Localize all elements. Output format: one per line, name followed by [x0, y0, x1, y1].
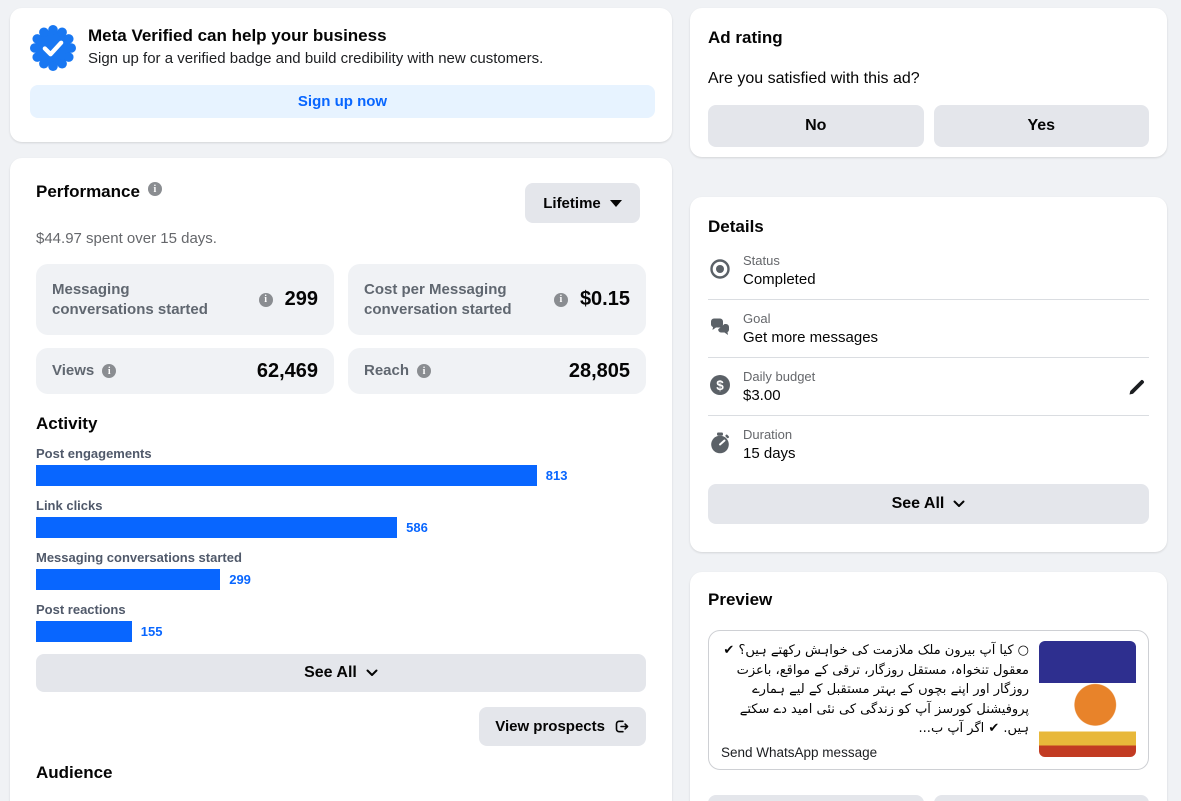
- bar-label: Post engagements: [36, 446, 152, 461]
- performance-card: Lifetime Performance i $44.97 spent over…: [10, 158, 672, 801]
- bar-post-engagements: [36, 465, 537, 486]
- spent-summary: $44.97 spent over 15 days.: [36, 230, 217, 247]
- ad-rating-title: Ad rating: [708, 28, 783, 47]
- edit-pencil-icon[interactable]: [1127, 377, 1147, 397]
- bar-value: 586: [406, 520, 428, 535]
- metric-value: 62,469: [256, 359, 318, 382]
- preview-action-left-button[interactable]: [708, 795, 924, 801]
- meta-verified-card: Meta Verified can help your business Sig…: [10, 8, 672, 142]
- detail-label: Duration: [743, 427, 793, 442]
- metric-label: Reach: [364, 362, 410, 380]
- detail-value: Get more messages: [743, 329, 879, 346]
- chevron-down-icon: [953, 500, 965, 507]
- rating-yes-button[interactable]: Yes: [933, 105, 1149, 147]
- metric-tile-cost-per-conversation: Cost per Messaging conversation started …: [348, 264, 646, 335]
- ad-rating-question: Are you satisfied with this ad?: [708, 70, 920, 87]
- ad-thumbnail: [1039, 641, 1136, 757]
- ad-rating-card: Ad rating Are you satisfied with this ad…: [690, 8, 1167, 157]
- details-see-all-button[interactable]: See All: [708, 484, 1149, 524]
- meta-verified-subtitle: Sign up for a verified badge and build c…: [88, 49, 544, 67]
- bar-link-clicks: [36, 517, 398, 538]
- bar-value: 155: [140, 624, 163, 639]
- bar-label: Link clicks: [36, 498, 103, 513]
- metric-tiles: Messaging conversations started i 299 Co…: [36, 264, 646, 394]
- metric-value: 28,805: [568, 359, 630, 382]
- detail-row-goal: Goal Get more messages: [708, 311, 1149, 358]
- see-all-label: See All: [891, 495, 945, 512]
- svg-text:$: $: [716, 378, 724, 393]
- detail-value: 15 days: [743, 445, 796, 462]
- preview-title: Preview: [708, 590, 773, 609]
- preview-action-right-button[interactable]: [933, 795, 1149, 801]
- audience-heading: Audience: [36, 763, 113, 782]
- metric-tile-views: Views i 62,469: [36, 348, 334, 394]
- verified-badge-icon: [30, 25, 76, 71]
- detail-label: Daily budget: [743, 369, 816, 384]
- sign-up-now-button[interactable]: Sign up now: [30, 85, 655, 118]
- view-prospects-button[interactable]: View prospects: [479, 707, 646, 746]
- ad-preview-cta: Send WhatsApp message: [721, 744, 878, 760]
- info-icon[interactable]: i: [417, 364, 432, 378]
- open-external-icon: [615, 720, 629, 733]
- info-icon[interactable]: i: [147, 182, 162, 196]
- lifetime-dropdown-label: Lifetime: [543, 194, 601, 212]
- bar-post-reactions: [36, 621, 132, 642]
- metric-label: Views: [52, 362, 95, 380]
- ad-preview-text: ○ کیا آپ بیرون ملک ملازمت کی خواہش رکھتے…: [723, 643, 1029, 736]
- bar-value: 299: [229, 572, 251, 587]
- detail-row-status: Status Completed: [708, 253, 1149, 300]
- metric-value: 299: [284, 288, 318, 310]
- detail-value: $3.00: [743, 387, 781, 404]
- metric-label: Messaging conversations started: [52, 281, 208, 318]
- rating-no-button[interactable]: No: [708, 105, 924, 147]
- lifetime-dropdown[interactable]: Lifetime: [525, 183, 640, 223]
- duration-icon: [711, 432, 730, 454]
- metric-tile-reach: Reach i 28,805: [348, 348, 646, 394]
- meta-verified-title: Meta Verified can help your business: [88, 26, 387, 45]
- activity-heading: Activity: [36, 414, 98, 433]
- activity-bar-chart: Post engagements 813 Link clicks 586 Mes…: [36, 446, 646, 642]
- detail-label: Status: [743, 253, 780, 268]
- bar-messaging-conversations: [36, 569, 221, 590]
- view-prospects-label: View prospects: [495, 718, 605, 735]
- info-icon[interactable]: i: [102, 364, 117, 378]
- status-icon: [710, 259, 730, 279]
- chevron-down-icon: [609, 199, 622, 207]
- performance-see-all-button[interactable]: See All: [36, 654, 646, 692]
- bar-label: Post reactions: [36, 602, 126, 617]
- info-icon[interactable]: i: [258, 292, 273, 307]
- details-card: Details Status Completed Goal Get more m…: [690, 197, 1167, 552]
- detail-row-daily-budget: $ Daily budget $3.00: [708, 369, 1149, 416]
- see-all-label: See All: [304, 664, 357, 681]
- detail-value: Completed: [743, 271, 816, 288]
- ad-preview[interactable]: ○ کیا آپ بیرون ملک ملازمت کی خواہش رکھتے…: [708, 630, 1149, 770]
- metric-tile-messaging-conversations: Messaging conversations started i 299: [36, 264, 334, 335]
- details-title: Details: [708, 217, 764, 236]
- detail-label: Goal: [743, 311, 771, 326]
- preview-card: Preview ○ کیا آپ بیرون ملک ملازمت کی خوا…: [690, 572, 1167, 801]
- metric-value: $0.15: [579, 288, 630, 310]
- bar-label: Messaging conversations started: [36, 550, 242, 565]
- detail-row-duration: Duration 15 days: [708, 427, 1149, 473]
- performance-title: Performance: [36, 182, 140, 201]
- chevron-down-icon: [366, 669, 378, 676]
- goal-icon: [711, 318, 729, 335]
- metric-label: Cost per Messaging conversation started: [364, 281, 512, 318]
- budget-icon: $: [710, 375, 730, 395]
- info-icon[interactable]: i: [553, 292, 568, 307]
- bar-value: 813: [545, 468, 568, 483]
